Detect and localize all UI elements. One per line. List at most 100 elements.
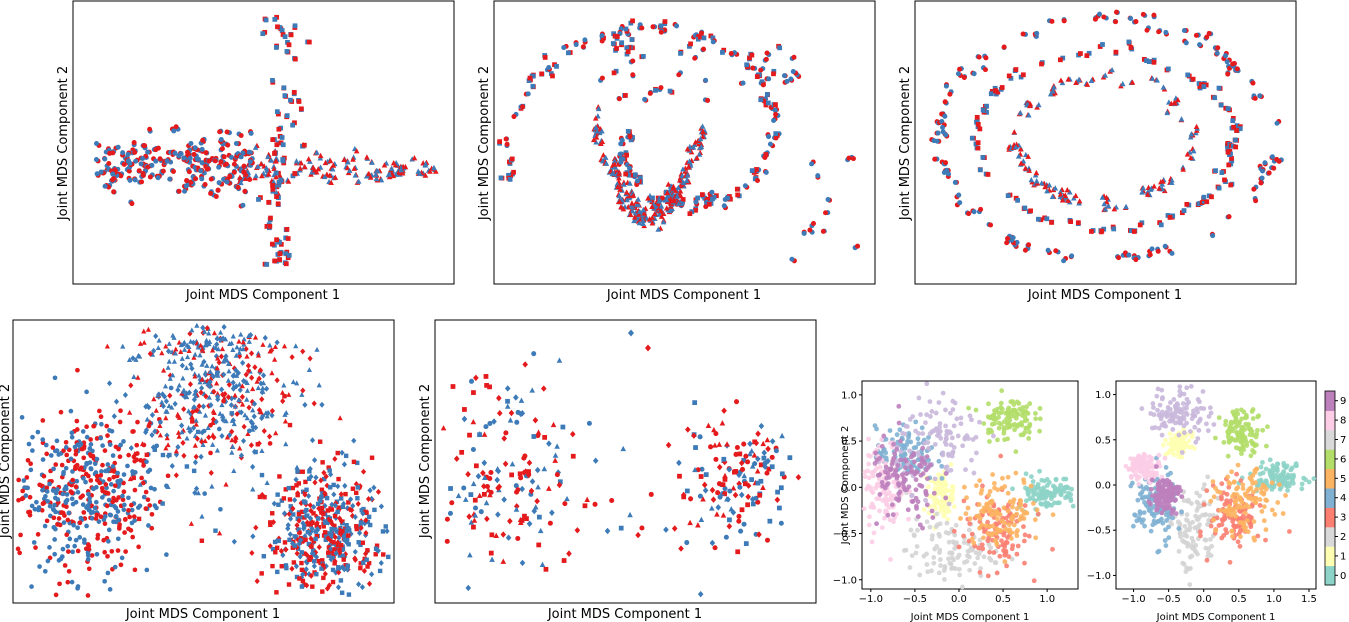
scatter-point	[53, 592, 59, 598]
scatter-point	[924, 502, 930, 508]
scatter-point	[187, 381, 194, 388]
scatter-point	[366, 170, 372, 177]
scatter-point	[633, 201, 640, 208]
scatter-point	[1151, 183, 1157, 189]
scatter-point	[956, 544, 962, 550]
scatter-point	[274, 109, 280, 115]
scatter-point	[1216, 185, 1222, 191]
scatter-point	[1004, 563, 1010, 569]
scatter-point	[1006, 522, 1012, 528]
scatter-point	[705, 422, 712, 428]
scatter-point	[223, 418, 229, 424]
scatter-point	[937, 550, 942, 555]
scatter-point	[386, 171, 393, 177]
scatter-point	[360, 510, 366, 517]
scatter-point	[944, 488, 950, 493]
scatter-point	[1023, 485, 1028, 491]
scatter-point	[304, 559, 310, 566]
scatter-point	[470, 446, 476, 452]
scatter-point	[879, 525, 885, 531]
scatter-point	[187, 330, 193, 337]
scatter-point	[1105, 202, 1112, 209]
scatter-point	[1230, 118, 1236, 124]
scatter-point	[599, 138, 606, 145]
scatter-point	[279, 28, 285, 33]
scatter-point	[924, 519, 930, 525]
scatter-point	[1201, 194, 1207, 200]
scatter-point	[874, 426, 879, 432]
scatter-point	[306, 367, 312, 373]
scatter-point	[948, 410, 953, 416]
scatter-point	[455, 492, 462, 499]
scatter-point	[1035, 481, 1041, 487]
plot-4-frame	[12, 319, 395, 604]
scatter-point	[117, 479, 122, 484]
scatter-point	[155, 345, 161, 351]
scatter-point	[999, 518, 1005, 524]
scatter-point	[735, 192, 741, 198]
scatter-point	[1029, 495, 1035, 501]
scatter-point	[923, 467, 929, 473]
scatter-point	[487, 491, 493, 498]
scatter-point	[882, 485, 888, 491]
scatter-point	[932, 500, 938, 506]
scatter-point	[765, 457, 771, 465]
scatter-point	[326, 550, 331, 555]
scatter-point	[771, 71, 776, 77]
scatter-point	[630, 135, 635, 140]
scatter-point	[330, 162, 337, 168]
scatter-point	[1004, 240, 1010, 246]
scatter-point	[115, 548, 121, 553]
scatter-point	[649, 214, 656, 220]
scatter-point	[916, 431, 922, 436]
scatter-point	[1209, 194, 1214, 200]
scatter-point	[180, 375, 186, 381]
scatter-point	[255, 352, 262, 358]
scatter-point	[1099, 228, 1105, 234]
scatter-point	[159, 350, 165, 356]
scatter-point	[290, 122, 295, 128]
scatter-point	[911, 451, 917, 456]
scatter-point	[574, 527, 581, 534]
scatter-point	[284, 226, 290, 232]
scatter-point	[344, 505, 351, 512]
scatter-point	[980, 107, 986, 113]
scatter-point	[950, 496, 956, 502]
scatter-point	[293, 563, 300, 570]
scatter-point	[982, 67, 988, 73]
scatter-point	[504, 385, 511, 392]
scatter-point	[928, 413, 933, 419]
scatter-point	[193, 453, 199, 460]
scatter-point	[548, 71, 554, 76]
scatter-point	[1223, 53, 1229, 59]
scatter-point	[582, 503, 588, 509]
scatter-point	[1078, 51, 1083, 56]
scatter-point	[305, 522, 311, 527]
scatter-point	[1010, 486, 1015, 492]
scatter-point	[18, 532, 23, 538]
scatter-point	[189, 327, 195, 333]
scatter-point	[164, 552, 169, 557]
scatter-point	[143, 429, 149, 436]
scatter-point	[285, 236, 291, 241]
scatter-point	[40, 418, 46, 423]
scatter-point	[94, 456, 100, 462]
scatter-point	[609, 497, 615, 503]
scatter-point	[314, 527, 321, 534]
scatter-point	[980, 155, 986, 160]
scatter-point	[942, 99, 948, 105]
scatter-point	[257, 367, 263, 373]
scatter-point	[500, 531, 507, 538]
scatter-point	[938, 563, 943, 568]
scatter-point	[634, 178, 640, 184]
scatter-point	[1299, 486, 1305, 492]
scatter-point	[586, 420, 592, 426]
scatter-point	[144, 416, 150, 422]
scatter-point	[64, 492, 70, 497]
scatter-point	[531, 507, 538, 515]
scatter-point	[238, 179, 244, 186]
scatter-point	[698, 474, 704, 479]
scatter-point	[1019, 507, 1025, 513]
scatter-point	[990, 523, 996, 529]
scatter-point	[219, 402, 225, 408]
